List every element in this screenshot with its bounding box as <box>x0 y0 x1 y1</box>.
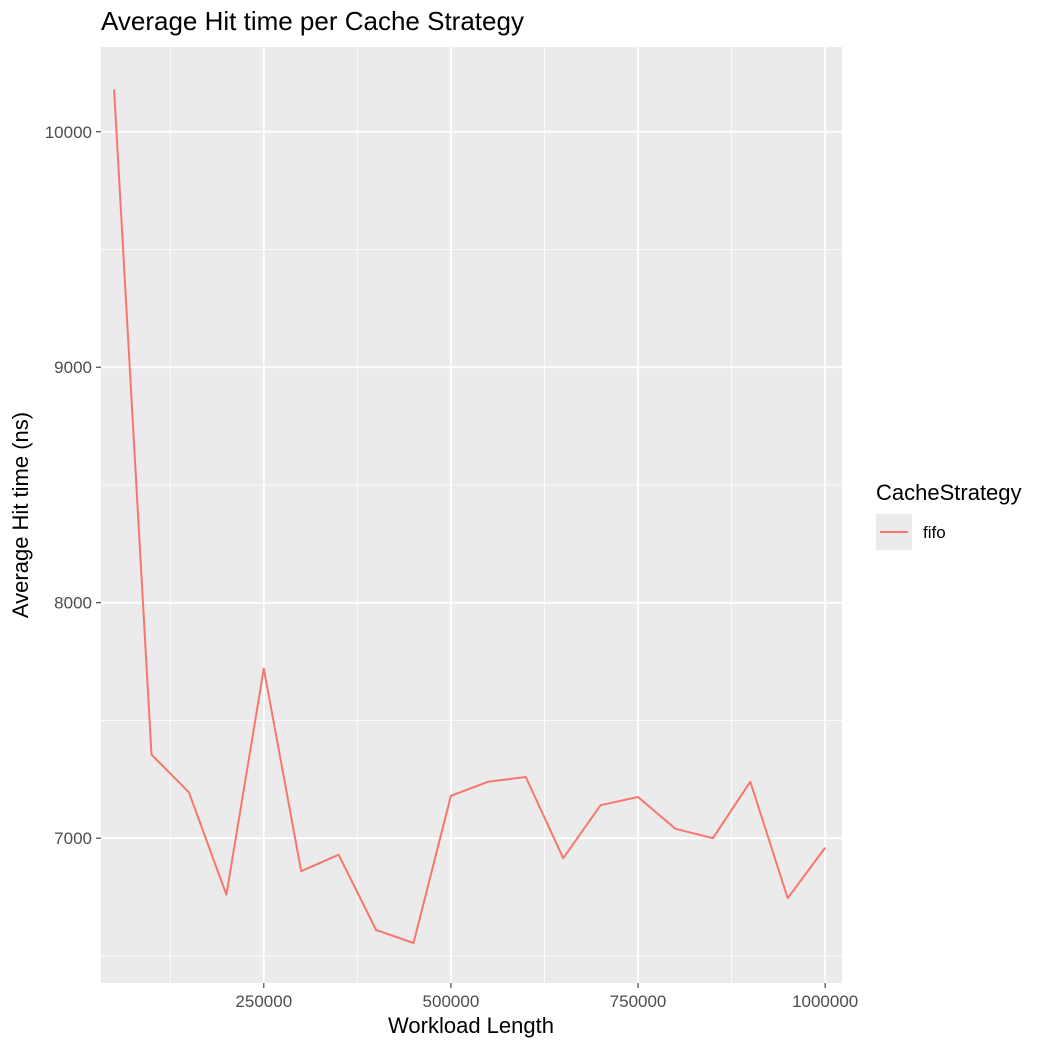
y-tick-label: 10000 <box>45 123 92 142</box>
y-tick-label: 7000 <box>54 829 92 848</box>
minor-gridlines <box>101 47 842 983</box>
legend-title: CacheStrategy <box>876 480 1022 505</box>
x-axis: 250000 500000 750000 1000000 <box>235 983 858 1011</box>
x-tick-label: 1000000 <box>792 992 858 1011</box>
x-tick-label: 500000 <box>423 992 480 1011</box>
x-tick-label: 750000 <box>610 992 667 1011</box>
x-tick-label: 250000 <box>235 992 292 1011</box>
x-axis-title: Workload Length <box>388 1013 554 1038</box>
series-layer <box>113 89 827 944</box>
y-tick-label: 8000 <box>54 594 92 613</box>
legend-label-fifo: fifo <box>923 523 946 542</box>
y-tick-label: 9000 <box>54 358 92 377</box>
chart-title: Average Hit time per Cache Strategy <box>101 6 524 36</box>
legend: CacheStrategy fifo <box>876 480 1022 550</box>
y-axis: 7000 8000 9000 10000 <box>45 123 101 848</box>
series-line-fifo <box>113 89 827 944</box>
major-gridlines <box>101 47 842 983</box>
plot-panel <box>101 47 842 983</box>
y-axis-title: Average Hit time (ns) <box>8 412 33 618</box>
